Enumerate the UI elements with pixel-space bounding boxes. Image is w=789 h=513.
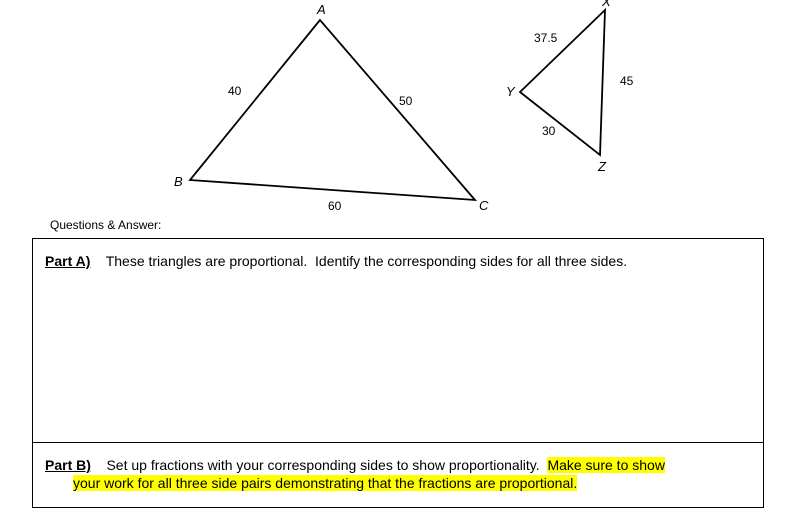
side-ac-label: 50 xyxy=(399,94,413,108)
vertex-x-label: X xyxy=(601,0,612,9)
part-b-highlight-1: Make sure to show xyxy=(547,457,665,473)
side-xy-label: 37.5 xyxy=(534,31,558,45)
part-a-section: Part A) These triangles are proportional… xyxy=(33,239,763,443)
triangles-svg: A B C 40 50 60 X Y Z 37.5 45 30 xyxy=(0,0,789,230)
part-b-label: Part B) xyxy=(45,457,91,473)
part-a-label: Part A) xyxy=(45,253,90,269)
question-box: Part A) These triangles are proportional… xyxy=(32,238,764,508)
side-xz-label: 45 xyxy=(620,74,634,88)
triangle-abc xyxy=(190,20,475,200)
part-b-highlight-2: your work for all three side pairs demon… xyxy=(73,475,577,491)
triangle-xyz xyxy=(520,10,605,155)
side-ab-label: 40 xyxy=(228,84,242,98)
vertex-b-label: B xyxy=(174,174,183,189)
questions-answer-label: Questions & Answer: xyxy=(50,218,161,232)
side-yz-label: 30 xyxy=(542,124,556,138)
vertex-z-label: Z xyxy=(597,159,607,174)
vertex-c-label: C xyxy=(479,198,489,213)
part-a-text: These triangles are proportional. Identi… xyxy=(90,253,627,269)
figure-area: A B C 40 50 60 X Y Z 37.5 45 30 Question… xyxy=(0,0,789,230)
part-b-section: Part B) Set up fractions with your corre… xyxy=(33,443,763,501)
part-b-text-before: Set up fractions with your corresponding… xyxy=(91,457,548,473)
vertex-a-label: A xyxy=(316,2,326,17)
vertex-y-label: Y xyxy=(506,84,516,99)
side-bc-label: 60 xyxy=(328,199,342,213)
